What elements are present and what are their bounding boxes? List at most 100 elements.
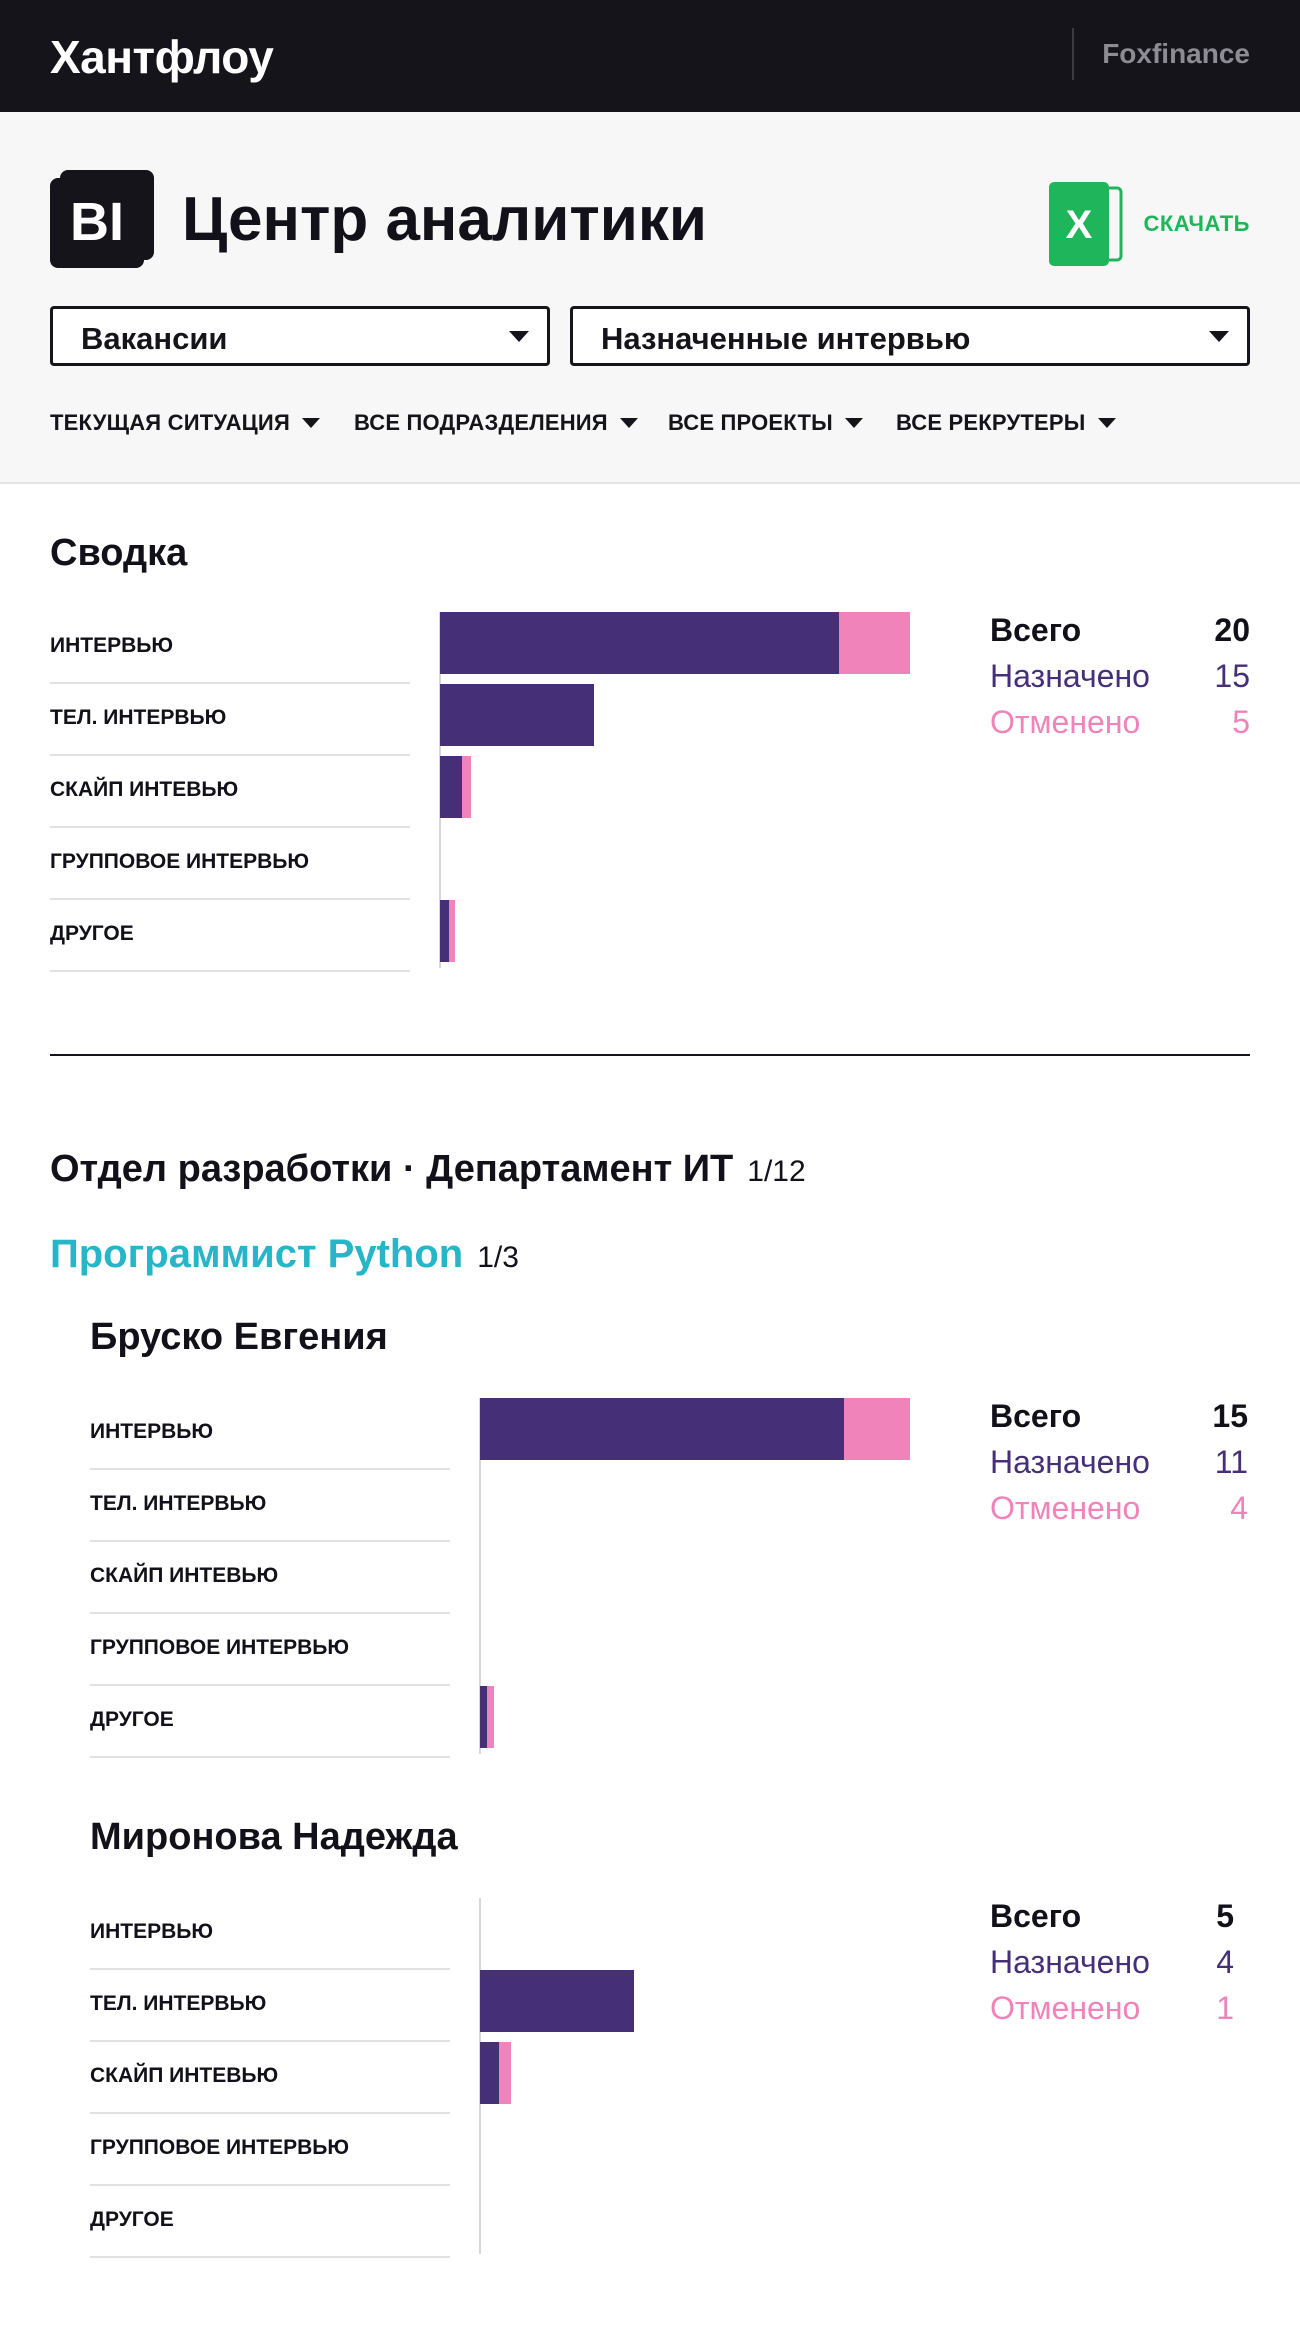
chart-row: ДРУГОЕ <box>90 1686 450 1758</box>
brand-logo[interactable]: Хантфлоу <box>50 31 274 83</box>
chevron-down-icon <box>301 418 320 428</box>
chart-row: ИНТЕРВЬЮ <box>90 1898 450 1970</box>
bi-logo-icon: BI <box>50 170 154 268</box>
stat-cancelled: Отменено 5 <box>990 704 1250 748</box>
stat-cancelled: Отменено 1 <box>990 1990 1234 2034</box>
analytics-header-panel: BI Центр аналитики X СКАЧАТЬ Вакансии На… <box>0 112 1300 484</box>
chart-row-divider <box>90 2112 450 2114</box>
bi-logo-text: BI <box>70 192 124 252</box>
section-divider <box>50 1054 1250 1056</box>
stat-total-label: Всего <box>990 612 1082 648</box>
metric-select-value: Назначенные интервью <box>601 321 971 356</box>
bar-assigned[interactable] <box>440 684 594 746</box>
stat-assigned: Назначено 15 <box>990 658 1250 702</box>
recruiter-name: Миронова Надежда <box>90 1816 458 1858</box>
chart-row-divider <box>90 2256 450 2258</box>
bar-assigned[interactable] <box>440 756 462 818</box>
chart-row: СКАЙП ИНТЕВЬЮ <box>90 2042 450 2114</box>
download-button[interactable]: X СКАЧАТЬ <box>1049 182 1250 266</box>
project-link[interactable]: Программист Python <box>50 1232 464 1276</box>
excel-file-icon: X <box>1049 182 1123 266</box>
chart-row: ДРУГОЕ <box>50 900 410 972</box>
chart-row: ГРУППОВОЕ ИНТЕРВЬЮ <box>90 2114 450 2186</box>
chart-row-divider <box>90 1468 450 1470</box>
chevron-down-icon <box>509 331 529 342</box>
chevron-down-icon <box>1097 418 1116 428</box>
chart-row: ТЕЛ. ИНТЕРВЬЮ <box>90 1470 450 1542</box>
chart-row-divider <box>90 1968 450 1970</box>
stat-cancelled-value: 4 <box>1230 1490 1248 1526</box>
filter-projects-dropdown[interactable]: ВСЕ ПРОЕКТЫ <box>668 408 863 438</box>
entity-select-value: Вакансии <box>81 321 228 356</box>
chart-category-label: ДРУГОЕ <box>50 922 134 945</box>
department-count: 1/12 <box>747 1155 806 1188</box>
chart-row-divider <box>90 1684 450 1686</box>
recruiter-chart: ИНТЕРВЬЮ ТЕЛ. ИНТЕРВЬЮ СКАЙП ИНТЕВЬЮ ГРУППО… <box>90 1398 920 1763</box>
stat-assigned-value: 4 <box>1216 1944 1234 1980</box>
entity-select[interactable]: Вакансии <box>50 306 550 366</box>
stat-total-value: 20 <box>1214 612 1250 648</box>
bar-cancelled[interactable] <box>499 2042 511 2104</box>
chart-row-divider <box>50 754 410 756</box>
chart-row: ИНТЕРВЬЮ <box>90 1398 450 1470</box>
filter-divisions-dropdown[interactable]: ВСЕ ПОДРАЗДЕЛЕНИЯ <box>354 408 638 438</box>
bar-cancelled[interactable] <box>844 1398 910 1460</box>
chevron-down-icon <box>619 418 638 428</box>
bar-assigned[interactable] <box>480 1970 634 2032</box>
stat-assigned-value: 11 <box>1214 1444 1248 1480</box>
chevron-down-icon <box>1209 331 1229 342</box>
summary-title: Сводка <box>50 532 188 574</box>
chart-row: ГРУППОВОЕ ИНТЕРВЬЮ <box>50 828 410 900</box>
chart-row: ГРУППОВОЕ ИНТЕРВЬЮ <box>90 1614 450 1686</box>
stat-cancelled-label: Отменено <box>990 1990 1141 2026</box>
chart-category-label: ДРУГОЕ <box>90 2208 174 2231</box>
chart-row-divider <box>50 826 410 828</box>
chart-row-divider <box>90 2040 450 2042</box>
stat-total: Всего 15 <box>990 1398 1248 1442</box>
bar-assigned[interactable] <box>440 900 449 962</box>
filter-recruiters-dropdown[interactable]: ВСЕ РЕКРУТЕРЫ <box>896 408 1116 438</box>
chart-row-divider <box>90 1612 450 1614</box>
chart-category-label: ГРУППОВОЕ ИНТЕРВЬЮ <box>50 850 310 873</box>
bar-assigned[interactable] <box>480 1398 844 1460</box>
chart-category-label: СКАЙП ИНТЕВЬЮ <box>50 778 239 801</box>
chart-row-divider <box>90 1756 450 1758</box>
stat-cancelled-value: 5 <box>1232 704 1250 740</box>
stat-cancelled-label: Отменено <box>990 1490 1141 1526</box>
chart-row-divider <box>50 898 410 900</box>
stat-assigned: Назначено 11 <box>990 1444 1248 1488</box>
chart-category-label: ГРУППОВОЕ ИНТЕРВЬЮ <box>90 2136 350 2159</box>
filter-projects-label: ВСЕ ПРОЕКТЫ <box>668 410 833 435</box>
stat-assigned-label: Назначено <box>990 1444 1150 1480</box>
bar-assigned[interactable] <box>440 612 839 674</box>
filter-period-dropdown[interactable]: ТЕКУЩАЯ СИТУАЦИЯ <box>50 408 320 438</box>
bar-cancelled[interactable] <box>839 612 910 674</box>
chart-row: ТЕЛ. ИНТЕРВЬЮ <box>90 1970 450 2042</box>
stat-assigned-value: 15 <box>1214 658 1250 694</box>
project-count: 1/3 <box>477 1241 519 1274</box>
stat-cancelled-label: Отменено <box>990 704 1141 740</box>
chart-category-label: ИНТЕРВЬЮ <box>90 1920 214 1943</box>
stat-assigned: Назначено 4 <box>990 1944 1234 1988</box>
chart-row: СКАЙП ИНТЕВЬЮ <box>50 756 410 828</box>
bar-cancelled[interactable] <box>487 1686 494 1748</box>
chart-row-divider <box>90 1540 450 1542</box>
excel-letter: X <box>1066 203 1093 247</box>
chevron-down-icon <box>844 418 863 428</box>
download-label: СКАЧАТЬ <box>1143 211 1250 236</box>
metric-select[interactable]: Назначенные интервью <box>570 306 1250 366</box>
bar-assigned[interactable] <box>480 1686 487 1748</box>
recruiter-name: Бруско Евгения <box>90 1316 388 1358</box>
chart-row: ТЕЛ. ИНТЕРВЬЮ <box>50 684 410 756</box>
chart-category-label: СКАЙП ИНТЕВЬЮ <box>90 2064 279 2087</box>
chart-category-label: СКАЙП ИНТЕВЬЮ <box>90 1564 279 1587</box>
bar-cancelled[interactable] <box>449 900 455 962</box>
chart-row: ДРУГОЕ <box>90 2186 450 2258</box>
chart-category-label: ИНТЕРВЬЮ <box>50 634 174 657</box>
bar-assigned[interactable] <box>480 2042 499 2104</box>
filter-period-label: ТЕКУЩАЯ СИТУАЦИЯ <box>50 410 290 435</box>
top-navigation-bar: Хантфлоу Foxfinance <box>0 0 1300 112</box>
company-switcher[interactable]: Foxfinance <box>1102 38 1250 69</box>
chart-row-divider <box>50 682 410 684</box>
bar-cancelled[interactable] <box>462 756 471 818</box>
